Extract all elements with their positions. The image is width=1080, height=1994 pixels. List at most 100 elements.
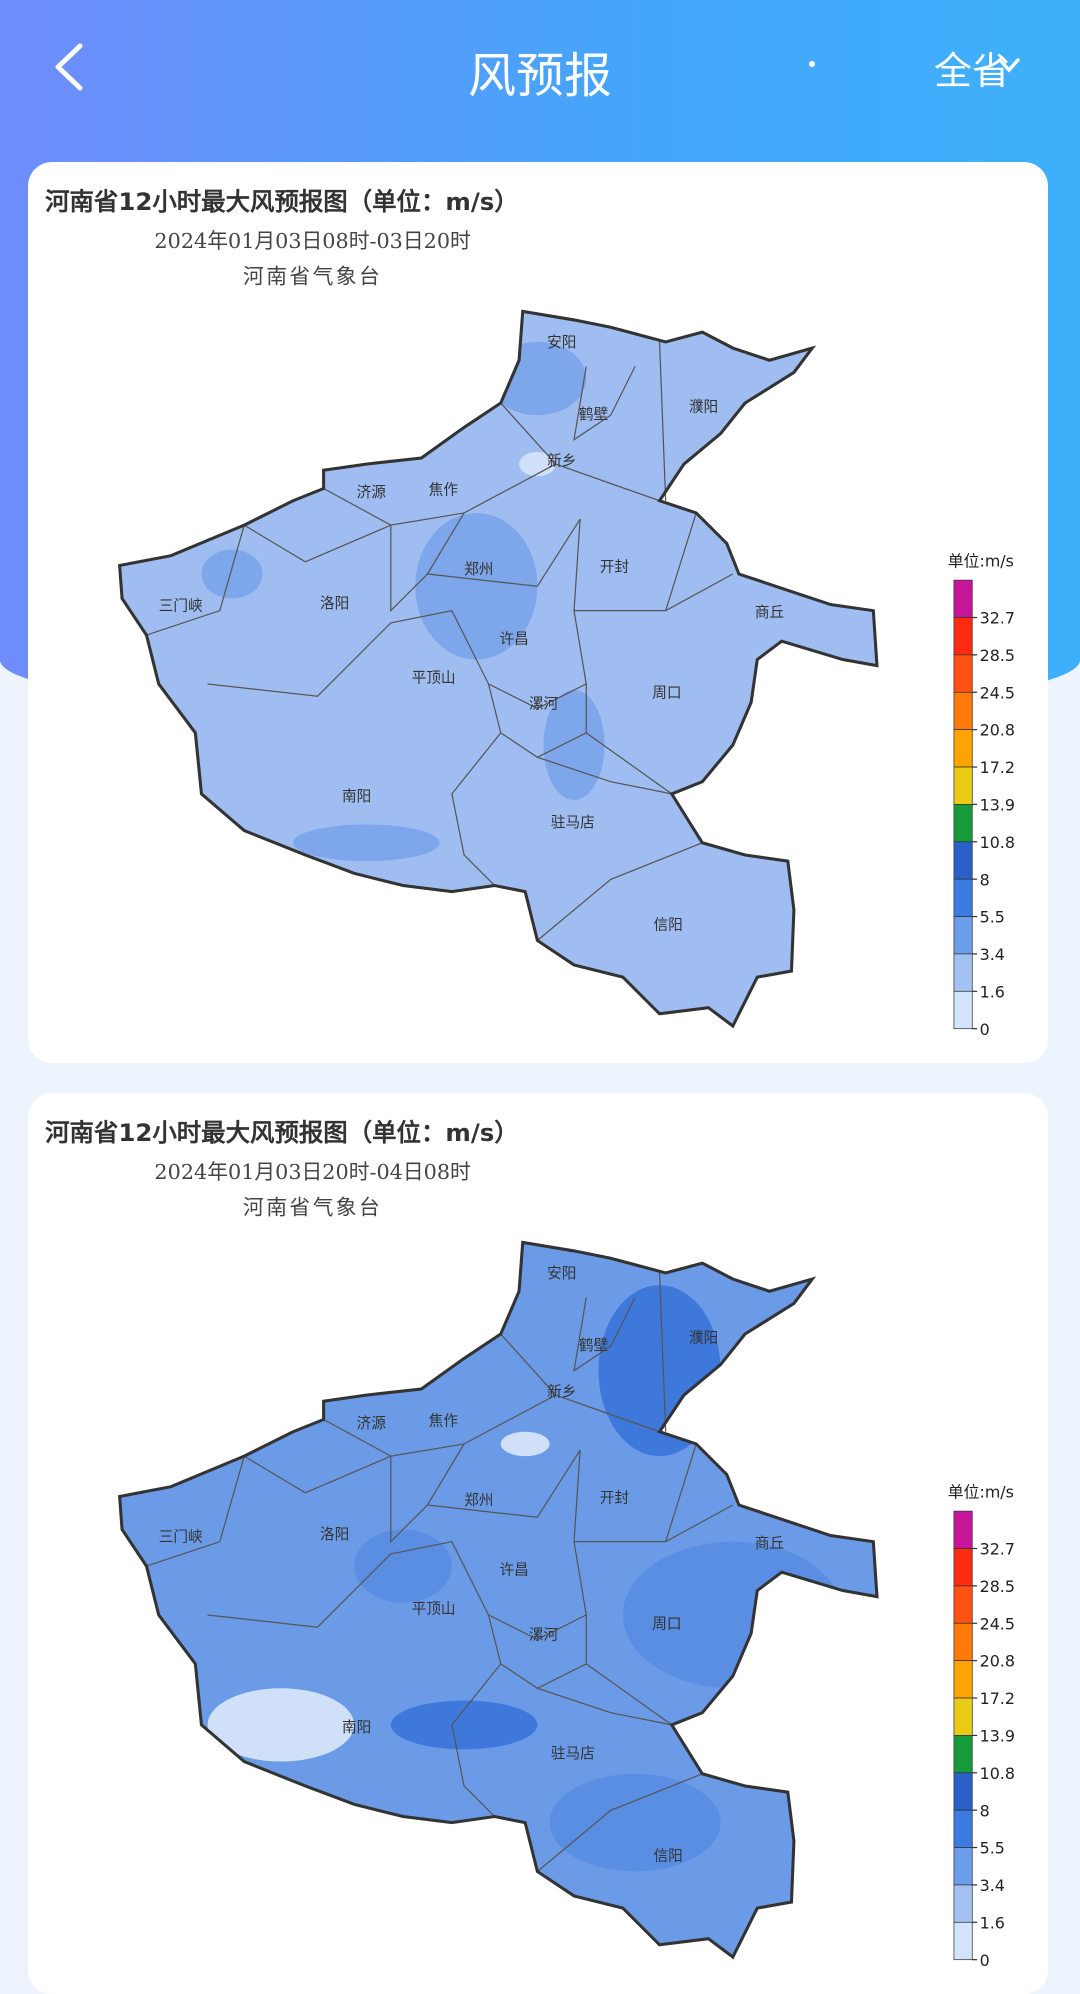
city-border	[573, 1443, 697, 1543]
city-label: 新乡	[547, 452, 576, 469]
legend-label: 0	[980, 1951, 990, 1970]
city-border	[323, 1394, 556, 1457]
city-border	[323, 463, 556, 526]
city-label: 开封	[600, 1490, 630, 1507]
legend-label: 32.7	[980, 1540, 1015, 1559]
legend-label: 13.9	[980, 1727, 1015, 1746]
city-label: 漯河	[529, 1626, 559, 1643]
city-border	[537, 756, 672, 795]
legend-swatch	[953, 1921, 973, 1961]
province-outline	[117, 309, 879, 1029]
city-label: 济源	[357, 484, 387, 501]
city-border	[207, 609, 587, 710]
wind-area	[207, 1688, 355, 1762]
city-border	[426, 1443, 581, 1518]
legend-swatch	[953, 1735, 973, 1774]
legend-swatch	[953, 729, 973, 768]
legend-swatch	[953, 878, 973, 917]
wind-area	[293, 824, 440, 862]
wind-area	[354, 1529, 452, 1603]
city-border	[585, 1663, 673, 1726]
legend-swatch	[953, 1772, 973, 1811]
city-label: 鹤壁	[579, 1337, 608, 1354]
city-label: 郑州	[464, 1492, 493, 1509]
city-border	[585, 732, 673, 795]
legend-label: 3.4	[980, 945, 1005, 964]
city-label: 漯河	[529, 695, 559, 712]
city-label: 许昌	[500, 1562, 529, 1579]
legend-swatch	[953, 1847, 973, 1886]
legend-label: 10.8	[980, 833, 1015, 852]
city-label: 驻马店	[551, 814, 595, 831]
legend-swatch	[953, 1660, 973, 1699]
wind-area	[488, 341, 587, 416]
card-title: 河南省12小时最大风预报图（单位：m/s）	[45, 1118, 519, 1147]
city-label: 周口	[652, 684, 681, 701]
city-label: 安阳	[547, 334, 576, 351]
legend-label: 24.5	[980, 1614, 1015, 1633]
city-label: 濮阳	[689, 399, 718, 416]
legend-label: 32.7	[980, 609, 1015, 628]
legend-label: 24.5	[980, 683, 1015, 702]
wind-area	[519, 451, 556, 477]
city-border	[573, 366, 636, 441]
wind-areas	[201, 341, 605, 862]
wind-area	[549, 1773, 721, 1872]
city-label: 南阳	[342, 1719, 371, 1736]
legend-label: 13.9	[980, 796, 1015, 815]
back-button[interactable]	[55, 43, 83, 91]
legend-label: 0	[980, 1020, 990, 1039]
forecast-card: 河南省12小时最大风预报图（单位：m/s） 2024年01月03日08时-03日2…	[28, 162, 1048, 1063]
legend-swatch	[953, 1510, 973, 1549]
forecast-period: 2024年01月03日08时-03日20时	[154, 229, 470, 253]
city-border	[451, 1663, 502, 1817]
wind-area	[201, 549, 263, 599]
city-border	[451, 732, 502, 886]
legend-unit: 单位:m/s	[948, 1483, 1014, 1502]
legend-label: 8	[980, 870, 990, 889]
province-fill	[119, 311, 877, 1026]
wind-area	[390, 1700, 538, 1750]
legend-swatch	[953, 617, 973, 656]
legend-label: 10.8	[980, 1764, 1015, 1783]
region-selector[interactable]: 全省	[933, 49, 1010, 93]
city-border	[426, 512, 581, 587]
dropdown-chevron[interactable]	[998, 58, 1020, 73]
legend-swatch	[953, 1884, 973, 1923]
city-label: 平顶山	[412, 1601, 456, 1618]
province-fill	[119, 1242, 877, 1957]
legend-swatch	[953, 1548, 973, 1587]
legend-label: 5.5	[980, 908, 1005, 927]
city-border	[500, 1333, 660, 1433]
legend-swatch	[953, 654, 973, 693]
legend-label: 28.5	[980, 646, 1015, 665]
city-border	[207, 1540, 587, 1641]
wind-area	[415, 512, 538, 660]
legend-label: 28.5	[980, 1577, 1015, 1596]
wind-area	[543, 690, 605, 801]
decor-dot	[809, 61, 815, 67]
forecast-card: 河南省12小时最大风预报图（单位：m/s） 2024年01月03日20时-04日0…	[28, 1093, 1048, 1994]
city-border	[658, 341, 667, 501]
city-label: 商丘	[755, 1535, 784, 1552]
city-label: 安阳	[547, 1265, 576, 1282]
city-label: 信阳	[653, 1847, 682, 1864]
legend-label: 5.5	[980, 1839, 1005, 1858]
legend-swatch	[953, 953, 973, 992]
city-label: 焦作	[429, 482, 459, 499]
city-label: 洛阳	[320, 1526, 349, 1543]
city-label: 濮阳	[689, 1330, 718, 1347]
legend-label: 17.2	[980, 758, 1015, 777]
legend-swatch	[953, 1697, 973, 1736]
city-border	[536, 1773, 703, 1872]
province-outline	[117, 1240, 879, 1960]
city-border	[665, 573, 734, 612]
legend-swatch	[953, 990, 973, 1030]
city-border	[243, 1455, 392, 1494]
city-border	[537, 1687, 672, 1726]
city-label: 鹤壁	[579, 406, 608, 423]
legend-label: 3.4	[980, 1876, 1005, 1895]
city-label: 三门峡	[159, 598, 203, 615]
city-border	[658, 1272, 667, 1432]
city-label: 洛阳	[320, 595, 349, 612]
